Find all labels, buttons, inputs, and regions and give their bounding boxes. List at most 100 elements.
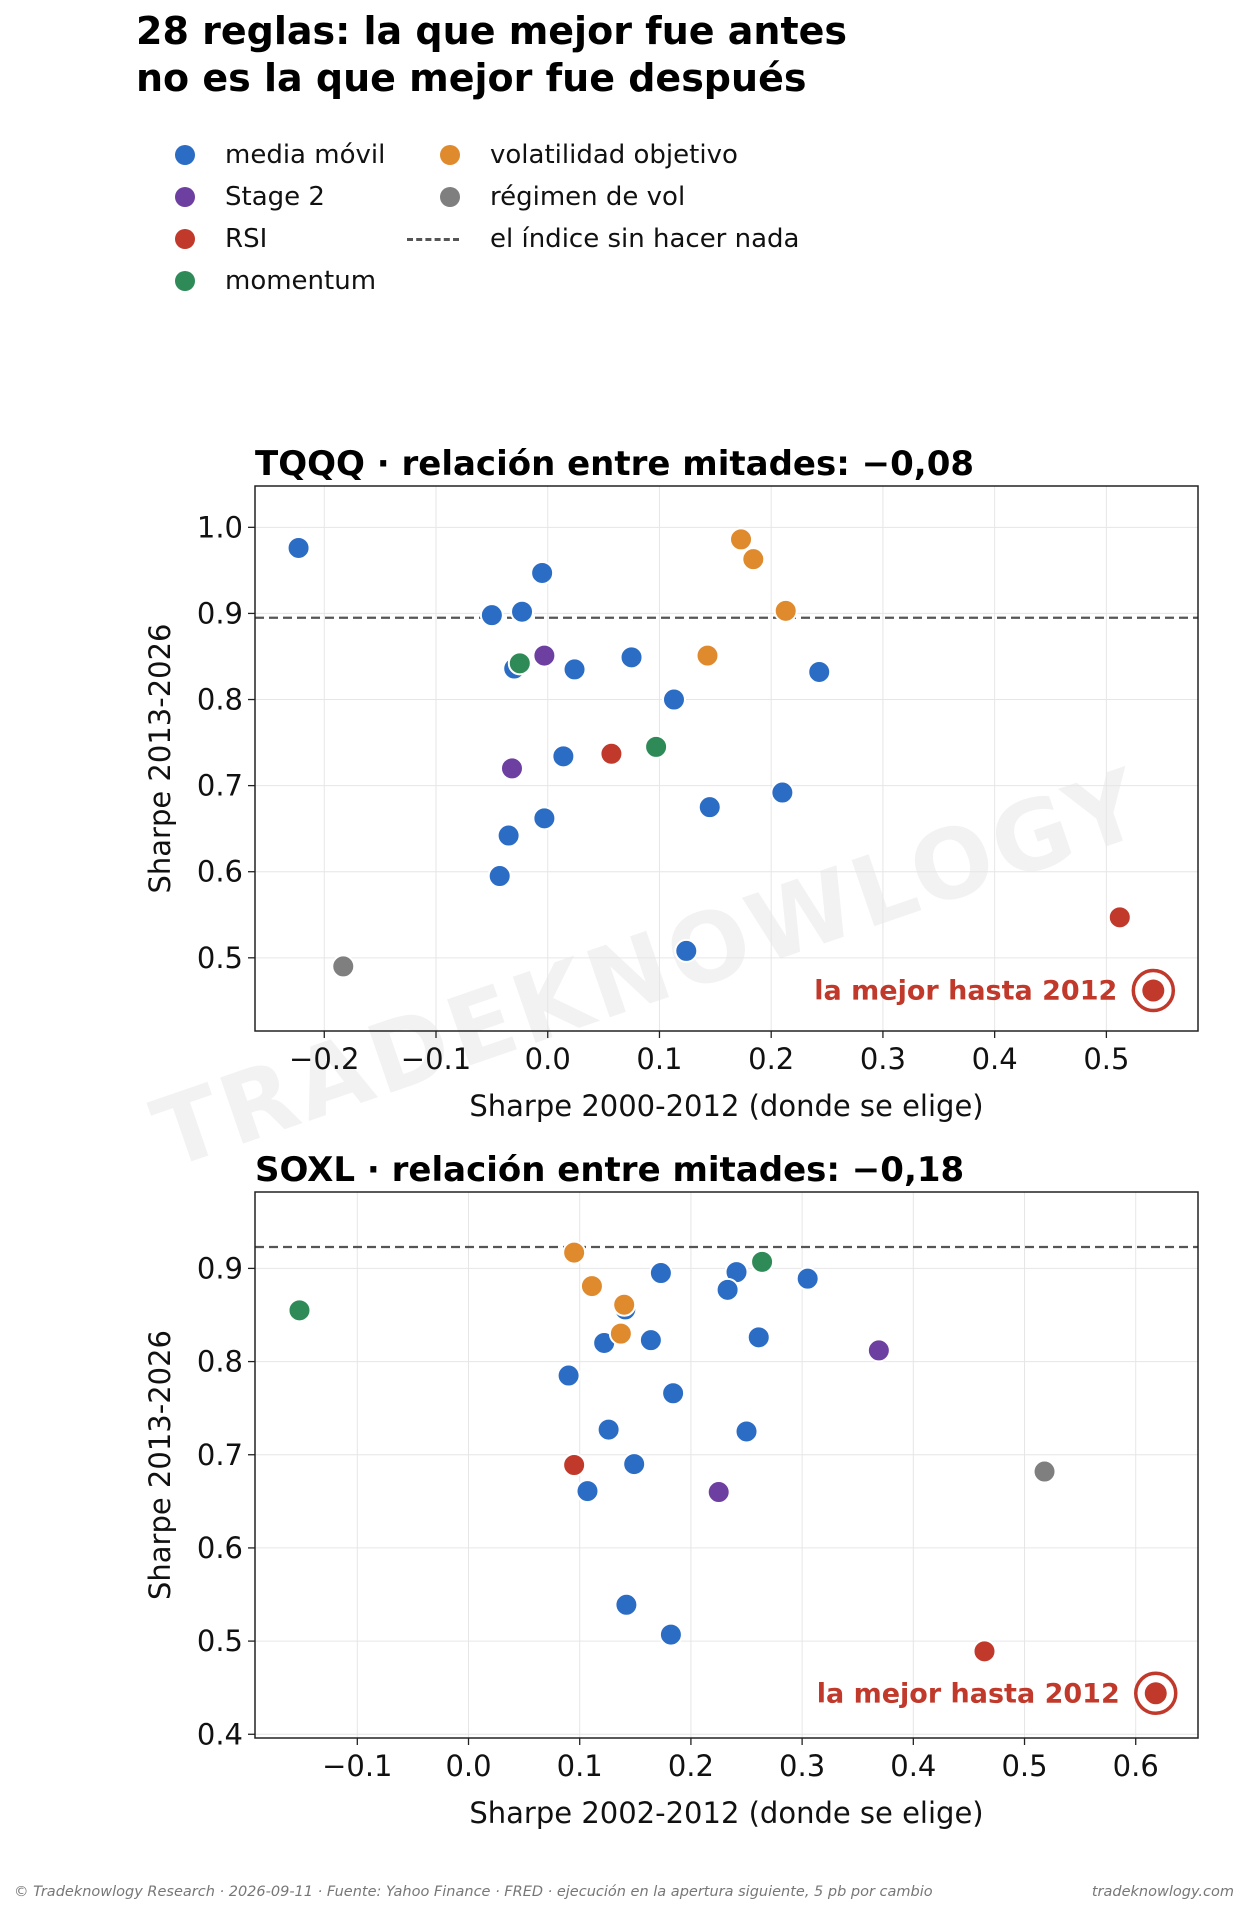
point-stage2: [532, 643, 557, 668]
point-rsi: [562, 1453, 587, 1477]
legend-label: momentum: [225, 266, 377, 296]
x-axis-title: Sharpe 2002-2012 (donde se elige): [469, 1796, 983, 1830]
point-media: [795, 1266, 820, 1291]
y-tick-label: 0.8: [197, 1345, 243, 1379]
point-stage2: [866, 1338, 891, 1363]
point-media: [575, 1479, 600, 1504]
point-rsi: [1107, 905, 1132, 930]
chart-title: SOXL · relación entre mitades: −0,18: [255, 1150, 964, 1190]
y-tick-label: 0.5: [197, 1624, 243, 1658]
legend-dot-stage-2: [175, 187, 195, 207]
x-tick-label: 0.0: [445, 1749, 491, 1783]
best-rule-annotation: la mejor hasta 2012: [817, 1678, 1120, 1709]
point-rsi: [599, 741, 624, 766]
point-media: [510, 599, 535, 624]
best-rule-dot: [1142, 979, 1165, 1002]
legend-label: régimen de vol: [490, 182, 686, 212]
point-media: [286, 535, 311, 560]
point-media: [661, 687, 686, 712]
legend-dot-volatilidad-objetivo: [440, 145, 460, 165]
point-vol: [608, 1321, 633, 1346]
chart-1: −0.2 −0.1 0.0 0.1 0.2 0.3 0.4 0.5 0.5 0.6 0.7 0.8 0.…: [143, 444, 1199, 1123]
x-tick-label: 0.6: [1113, 1749, 1159, 1783]
best-rule-annotation: la mejor hasta 2012: [814, 976, 1117, 1007]
x-tick-label: 0.0: [525, 1042, 571, 1076]
point-vol: [773, 598, 798, 623]
point-momentum: [750, 1249, 775, 1274]
point-rsi: [972, 1639, 997, 1664]
x-tick-label: 0.3: [779, 1749, 825, 1783]
best-rule-ring: [1133, 1671, 1178, 1716]
y-tick-label: 0.7: [197, 769, 243, 803]
y-tick-label: 0.4: [197, 1717, 243, 1751]
x-axis-title: Sharpe 2000-2012 (donde se elige): [469, 1089, 983, 1123]
footer: © Tradeknowlogy Research · 2026-09-11 · …: [14, 1884, 1234, 1906]
y-axis-title: Sharpe 2013-2026: [143, 1330, 177, 1600]
point-media: [638, 1328, 663, 1353]
legend-dot-media-movil: [175, 145, 195, 165]
x-tick-label: 0.4: [890, 1749, 936, 1783]
point-vol: [741, 547, 766, 572]
legend-dot-rsi: [175, 229, 195, 249]
point-media: [479, 603, 504, 628]
point-momentum: [287, 1298, 312, 1323]
x-tick-label: 0.3: [860, 1042, 906, 1076]
legend-label: Stage 2: [225, 182, 325, 212]
point-media: [562, 657, 587, 682]
title-line-2: no es la que mejor fue después: [136, 56, 807, 100]
legend-label: RSI: [225, 224, 268, 254]
point-media: [697, 795, 722, 820]
point-media: [487, 864, 512, 889]
y-tick-label: 0.5: [197, 941, 243, 975]
x-tick-label: −0.1: [322, 1749, 392, 1783]
point-media: [614, 1592, 639, 1617]
plot-frame: [254, 1191, 1199, 1739]
legend: media móvil Stage 2 RSI momentum volatil…: [168, 138, 848, 308]
point-vol: [612, 1292, 637, 1317]
legend-item-regimen-de-vol: régimen de vol: [433, 180, 685, 214]
point-media: [674, 938, 699, 963]
point-regimen: [1032, 1459, 1057, 1484]
footer-site: tradeknowlogy.com: [1091, 1884, 1234, 1900]
title-line-1: 28 reglas: la que mejor fue antes: [136, 9, 847, 53]
charts-canvas: TRADEKNOWLOGY−0.2 −0.1 0.0 0.1 0.2 0.3 0.4 0.5 0…: [140, 444, 1199, 1830]
y-axis-title: Sharpe 2013-2026: [143, 623, 177, 893]
y-tick-label: 0.9: [197, 1251, 243, 1285]
point-momentum: [507, 651, 532, 676]
x-tick-label: 0.1: [636, 1042, 682, 1076]
legend-item-rsi: RSI: [168, 222, 267, 256]
point-media: [807, 659, 832, 684]
x-tick-label: 0.2: [748, 1042, 794, 1076]
x-tick-label: 0.5: [1001, 1749, 1047, 1783]
y-tick-label: 0.8: [197, 683, 243, 717]
x-tick-label: −0.2: [289, 1042, 359, 1076]
point-media: [530, 560, 555, 585]
legend-item-media-movil: media móvil: [168, 138, 385, 172]
y-tick-label: 0.7: [197, 1438, 243, 1472]
legend-item-stage-2: Stage 2: [168, 180, 325, 214]
x-tick-label: −0.1: [401, 1042, 471, 1076]
point-media: [496, 823, 521, 848]
x-tick-label: 0.1: [557, 1749, 603, 1783]
point-vol: [695, 643, 720, 668]
legend-dot-regimen-de-vol: [440, 187, 460, 207]
x-tick-label: 0.4: [972, 1042, 1018, 1076]
point-momentum: [644, 734, 669, 759]
point-media: [770, 780, 795, 805]
watermark: TRADEKNOWLOGY: [140, 747, 1159, 1191]
legend-label: media móvil: [225, 140, 386, 170]
point-media: [551, 744, 576, 769]
point-media: [661, 1381, 686, 1406]
x-tick-label: 0.2: [668, 1749, 714, 1783]
point-regimen: [331, 954, 356, 979]
chart-title: TQQQ · relación entre mitades: −0,08: [255, 444, 974, 484]
point-media: [619, 645, 644, 670]
best-rule-ring: [1131, 968, 1176, 1013]
point-media: [715, 1277, 740, 1302]
plot-frame: [254, 485, 1199, 1032]
point-vol: [579, 1274, 604, 1299]
y-tick-label: 0.6: [197, 855, 243, 889]
best-rule-dot: [1144, 1682, 1167, 1705]
legend-dash-indice: [407, 237, 459, 241]
point-vol: [729, 527, 754, 552]
